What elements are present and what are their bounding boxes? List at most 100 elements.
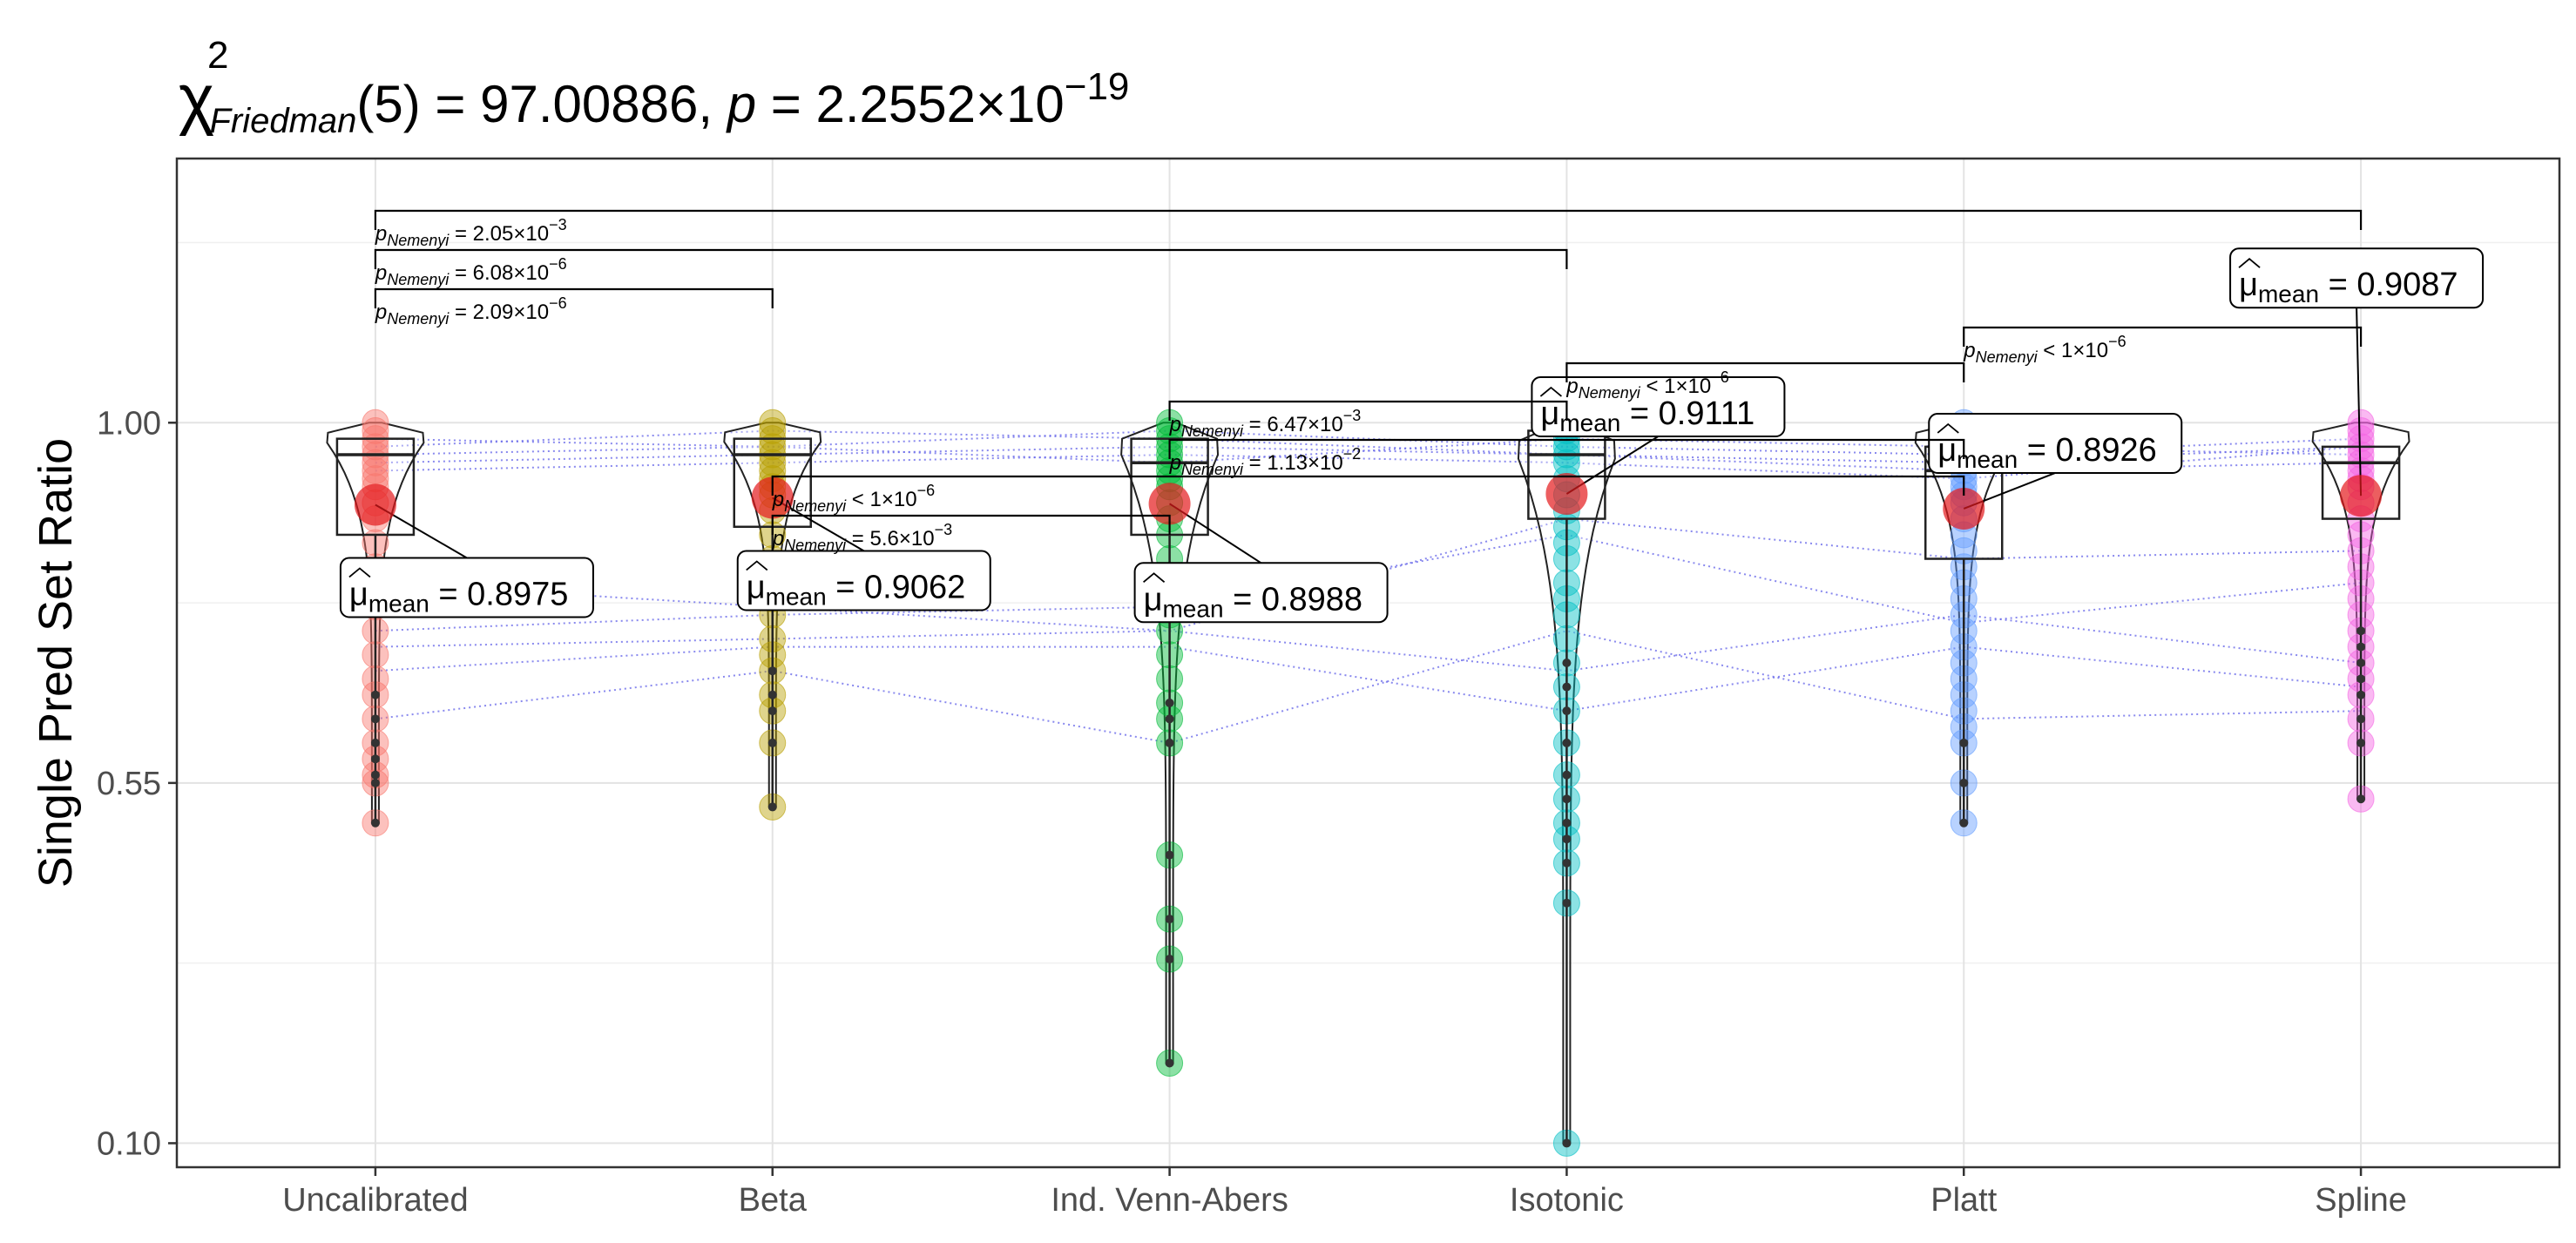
mean-mu: μ (2239, 267, 2258, 303)
mean-label-box (736, 550, 991, 611)
mean-value: = 0.8926 (2018, 432, 2157, 469)
mean-label-text: μmean = 0.9062 (747, 569, 966, 610)
data-point (759, 416, 787, 444)
title-chi-subscript: Friedman (209, 102, 356, 140)
y-axis-title: Single Pred Set Ratio (30, 438, 82, 888)
mean-sub: mean (368, 590, 429, 617)
hat-symbol (1539, 386, 1562, 397)
outlier-point (1959, 818, 1969, 828)
outlier-point (1562, 682, 1572, 692)
outlier-point (767, 690, 777, 699)
bracket-line (374, 209, 2363, 230)
comparison-exponent: −6 (2108, 333, 2126, 350)
outlier-point (767, 666, 777, 676)
x-tick-label: Spline (2315, 1182, 2407, 1219)
plot-frame (175, 157, 2561, 1169)
outlier-point (2356, 659, 2366, 667)
comparison-value: = 2.09×10 (449, 301, 549, 324)
comparison-sub: Nemenyi (1181, 422, 1244, 440)
mean-sub: mean (766, 583, 827, 610)
paired-line (375, 613, 2362, 672)
paired-line (375, 645, 2362, 713)
paired-lines (375, 429, 2362, 744)
paired-line (375, 445, 2362, 480)
mean-label-box (2229, 247, 2485, 309)
outlier-point (767, 802, 777, 812)
mean-marker (2340, 475, 2383, 517)
mean-marker (751, 476, 794, 519)
outlier-point (1959, 738, 1969, 747)
comparison-label: pNemenyi = 2.05×10−3 (375, 216, 567, 249)
mean-label-beta: μmean = 0.9062 (736, 550, 991, 611)
mean-value: = 0.8988 (1224, 581, 1363, 618)
outlier-point (1165, 915, 1174, 924)
box-rect (335, 437, 416, 537)
mean-label-box (339, 557, 594, 618)
comparison-sub: Nemenyi (387, 232, 450, 249)
mean-label-isotonic: μmean = 0.9111 (1531, 375, 1786, 437)
hat-symbol (746, 560, 768, 571)
x-tick-label: Isotonic (1510, 1182, 1624, 1219)
mean-label-text: μmean = 0.8988 (1144, 581, 1363, 622)
paired-line (375, 630, 2362, 744)
comparison-exponent: −3 (935, 521, 953, 538)
hat-symbol (1143, 572, 1166, 583)
outlier-point (2356, 714, 2366, 724)
outlier-point (1562, 858, 1572, 868)
comparison-label: pNemenyi < 1×10−6 (1963, 333, 2126, 366)
comparison-value: = 1.13×10 (1243, 451, 1343, 475)
outlier-point (2356, 626, 2366, 636)
outlier-point (370, 770, 380, 780)
mean-mu: μ (349, 576, 368, 612)
mean-mu: μ (1540, 395, 1559, 432)
paired-line (375, 429, 2362, 464)
comparison-sub: Nemenyi (387, 310, 450, 328)
comparison-p: p (375, 301, 387, 324)
x-tick-label: Uncalibrated (282, 1182, 468, 1219)
comparison-p: p (772, 488, 784, 511)
comparison-bracket: pNemenyi = 6.08×10−6 (374, 248, 1568, 288)
mean-value: = 0.9111 (1620, 395, 1755, 432)
outlier-point (1165, 955, 1174, 964)
mean-label-box (1531, 375, 1786, 437)
title-stat: = 97.00886, (421, 75, 727, 133)
mean-label-text: μmean = 0.9087 (2239, 267, 2458, 307)
comparison-exponent: −2 (1343, 445, 1362, 463)
comparison-label: pNemenyi < 1×10−6 (772, 482, 935, 515)
outlier-point (370, 738, 380, 747)
mean-markers: μmean = 0.8975 μmean = 0.9062 μmean = 0.89… (339, 247, 2485, 624)
comparison-bracket: pNemenyi = 2.05×10−3 (374, 209, 2363, 249)
comparison-bracket: pNemenyi < 1×10−6 (1565, 361, 1965, 402)
comparison-bracket: pNemenyi < 1×10−6 (1963, 326, 2363, 366)
comparison-p: p (1963, 339, 1975, 362)
outlier-point (2356, 794, 2366, 804)
outlier-point (1165, 714, 1174, 724)
mean-value: = 0.9087 (2319, 267, 2458, 303)
comparison-label: pNemenyi = 2.09×10−6 (375, 294, 567, 328)
mean-mu: μ (1144, 581, 1163, 618)
outlier-point (767, 738, 777, 747)
title-df: (5) (356, 75, 420, 133)
outlier-point (1562, 898, 1572, 908)
outlier-point (1562, 818, 1572, 828)
bracket-line (771, 514, 1171, 535)
mean-label-spline: μmean = 0.9087 (2229, 247, 2485, 309)
outlier-point (370, 818, 380, 828)
outlier-point (1562, 770, 1572, 780)
mean-mu: μ (747, 569, 766, 605)
mean-marker (1943, 487, 1985, 530)
comparison-exponent: −6 (549, 294, 567, 312)
title-chi-exponent: 2 (207, 34, 228, 77)
data-point (2347, 425, 2375, 453)
title-p: p (726, 75, 756, 133)
comparison-exponent: −6 (549, 255, 567, 273)
box-rect (2321, 445, 2401, 520)
comparison-label: pNemenyi = 1.13×10−2 (1169, 445, 1362, 478)
title-chi: χ (179, 60, 214, 137)
title-p-value: = 2.2552×10 (756, 75, 1065, 133)
comparison-exponent: −3 (549, 216, 567, 233)
outlier-point (370, 714, 380, 724)
hat-symbol (2238, 258, 2261, 268)
mean-label-text: μmean = 0.8926 (1937, 432, 2157, 473)
comparison-bracket: pNemenyi = 5.6×10−3 (771, 514, 1171, 554)
